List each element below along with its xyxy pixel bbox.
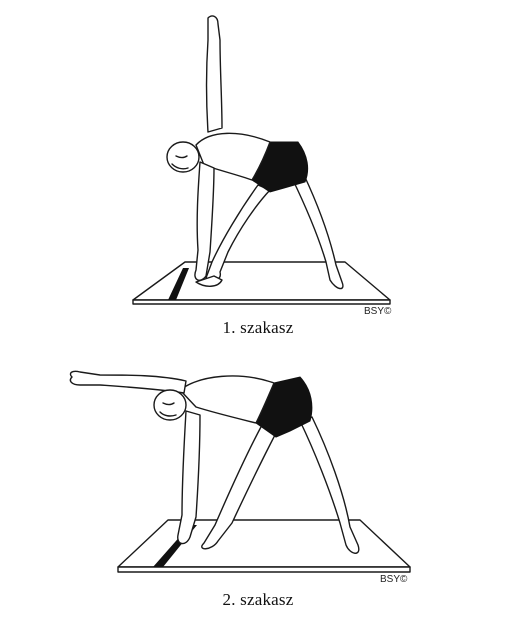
stage-caption: 2. szakasz (222, 590, 294, 609)
lower-arm (194, 161, 215, 281)
torso (179, 375, 275, 424)
stage-caption: 1. szakasz (222, 318, 294, 337)
illustration-credit: BSY© (364, 306, 392, 317)
illustration-panel-stage-1: BSY© 1. szakasz (132, 15, 392, 337)
head (166, 141, 200, 173)
legs (201, 416, 360, 554)
head (153, 389, 187, 421)
triangle-pose-stage-1-figure (132, 15, 391, 305)
lower-arm (177, 410, 201, 545)
mat-strip (168, 268, 189, 300)
yoga-mat (117, 519, 411, 573)
illustration-credit: BSY© (380, 574, 408, 585)
extended-arm (69, 370, 187, 394)
yoga-mat (132, 261, 391, 305)
triangle-pose-stage-2-figure (69, 370, 411, 573)
legs (195, 174, 344, 290)
raised-arm (205, 15, 223, 133)
illustration-panel-stage-2: BSY© 2. szakasz (0, 345, 516, 622)
